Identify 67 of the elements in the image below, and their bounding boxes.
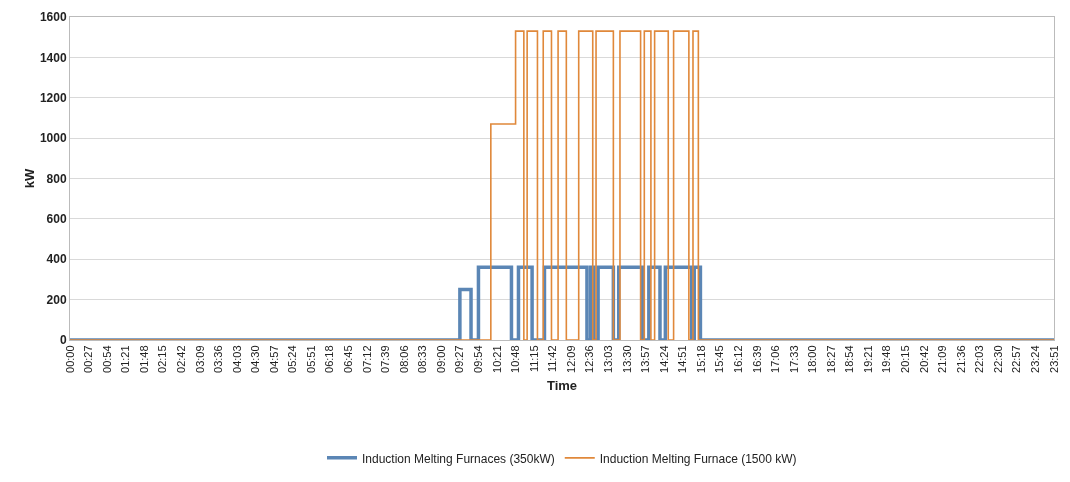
x-tick-label: 18:54 — [843, 345, 856, 373]
x-tick-label: 13:57 — [639, 345, 652, 373]
x-tick-label: 13:03 — [601, 345, 614, 373]
x-tick-label: 15:45 — [713, 345, 726, 373]
x-tick-label: 20:42 — [917, 345, 930, 373]
x-tick-label: 17:33 — [787, 345, 800, 373]
x-tick-label: 12:09 — [564, 345, 577, 373]
x-tick-label: 16:12 — [731, 345, 744, 373]
y-tick-label: 1600 — [39, 10, 67, 25]
x-tick-label: 12:36 — [583, 345, 596, 373]
x-tick-label: 01:48 — [137, 345, 150, 373]
x-tick-label: 15:18 — [694, 345, 707, 373]
x-tick-label: 23:24 — [1029, 345, 1042, 373]
x-tick-label: 13:30 — [620, 345, 633, 373]
x-tick-label: 14:51 — [676, 345, 689, 373]
y-tick-label: 800 — [46, 171, 67, 186]
x-tick-label: 00:27 — [82, 345, 95, 373]
legend-label: Induction Melting Furnaces (350kW) — [362, 451, 555, 466]
x-tick-label: 05:24 — [286, 345, 299, 373]
x-tick-label: 04:57 — [267, 345, 280, 373]
y-tick-label: 200 — [46, 292, 67, 307]
x-tick-label: 00:00 — [63, 345, 76, 373]
x-tick-label: 08:33 — [416, 345, 429, 373]
legend-label: Induction Melting Furnace (1500 kW) — [599, 451, 797, 466]
x-tick-label: 18:00 — [806, 345, 819, 373]
x-tick-label: 14:24 — [657, 345, 670, 373]
x-tick-label: 05:51 — [304, 345, 317, 373]
x-tick-label: 03:36 — [212, 345, 225, 373]
y-axis-title: kW — [22, 168, 37, 189]
y-tick-label: 600 — [46, 212, 67, 227]
y-tick-label: 1400 — [39, 50, 67, 65]
x-tick-label: 19:21 — [861, 345, 874, 373]
x-tick-label: 09:27 — [453, 345, 466, 373]
y-tick-label: 1000 — [39, 131, 67, 146]
x-tick-label: 02:42 — [174, 345, 187, 373]
x-tick-label: 06:45 — [342, 345, 355, 373]
x-tick-label: 22:57 — [1010, 345, 1023, 373]
y-tick-label: 400 — [46, 252, 67, 267]
x-tick-label: 22:30 — [991, 345, 1004, 373]
x-tick-label: 07:39 — [379, 345, 392, 373]
x-tick-label: 01:21 — [119, 345, 132, 373]
x-tick-label: 23:51 — [1047, 345, 1060, 373]
x-tick-label: 11:15 — [527, 345, 540, 373]
x-tick-label: 00:54 — [100, 345, 113, 373]
x-tick-label: 04:03 — [230, 345, 243, 373]
x-tick-label: 04:30 — [249, 345, 262, 373]
x-tick-label: 17:06 — [769, 345, 782, 373]
x-tick-label: 21:36 — [954, 345, 967, 373]
x-tick-label: 03:09 — [193, 345, 206, 373]
x-tick-label: 06:18 — [323, 345, 336, 373]
x-tick-label: 02:15 — [156, 345, 169, 373]
x-axis-title: Time — [546, 377, 578, 393]
x-tick-label: 16:39 — [750, 345, 763, 373]
y-tick-label: 1200 — [39, 90, 67, 105]
x-tick-label: 20:15 — [899, 345, 912, 373]
x-tick-label: 07:12 — [360, 345, 373, 373]
x-tick-label: 08:06 — [397, 345, 410, 373]
y-tick-label: 0 — [59, 333, 67, 348]
x-tick-label: 18:27 — [824, 345, 837, 373]
x-tick-label: 22:03 — [973, 345, 986, 373]
x-tick-label: 10:21 — [490, 345, 503, 373]
x-tick-label: 19:48 — [880, 345, 893, 373]
x-tick-label: 21:09 — [936, 345, 949, 373]
x-tick-label: 11:42 — [546, 345, 559, 373]
x-tick-label: 09:54 — [472, 345, 485, 373]
x-tick-label: 10:48 — [509, 345, 522, 373]
x-tick-label: 09:00 — [434, 345, 447, 373]
